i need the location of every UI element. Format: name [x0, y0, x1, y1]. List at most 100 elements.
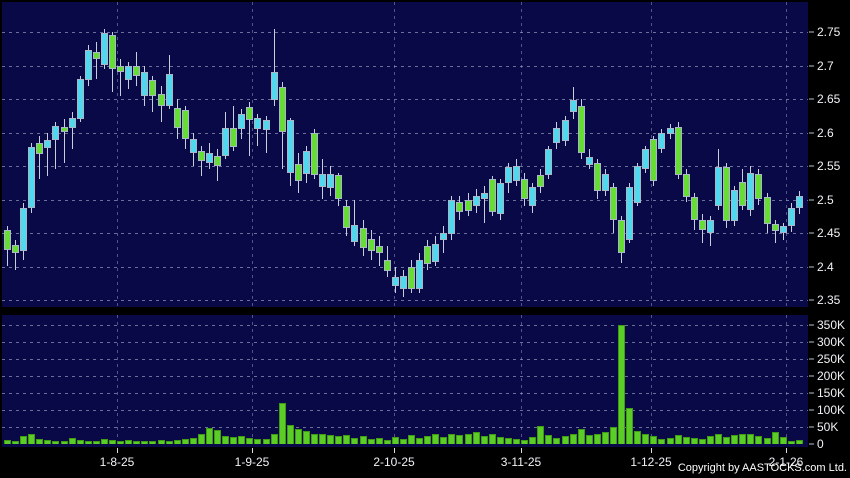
candle [278, 86, 286, 133]
volume-bar [157, 439, 165, 444]
volume-bar [197, 433, 205, 444]
candle [496, 183, 504, 214]
price-axis-tick [809, 266, 814, 267]
price-gridline [2, 166, 808, 167]
price-gridline [2, 266, 808, 268]
candle [165, 73, 173, 106]
month-gridline [252, 2, 253, 307]
volume-bar [626, 408, 634, 444]
candle [440, 233, 448, 240]
volume-tick-label: 350K [817, 317, 846, 332]
candle-wick [265, 115, 267, 153]
candle-wick [39, 135, 41, 180]
candle-wick [15, 239, 17, 270]
volume-bar [682, 437, 690, 444]
month-gridline [521, 315, 522, 447]
volume-bar [335, 436, 343, 444]
volume-bar [92, 441, 100, 444]
volume-bar [278, 403, 286, 444]
copyright-text: Copyright by AASTOCKS.com Ltd. [677, 462, 847, 474]
volume-bar [359, 436, 367, 444]
candle [577, 105, 585, 153]
volume-bar [84, 440, 92, 444]
candle [488, 179, 496, 213]
candle [214, 155, 222, 166]
month-gridline [117, 315, 118, 447]
volume-axis-tick [809, 324, 814, 325]
candle [109, 35, 117, 69]
candle [795, 196, 803, 209]
volume-bar [650, 436, 658, 444]
volume-bar [125, 439, 133, 444]
volume-bar [416, 437, 424, 444]
volume-bar [181, 438, 189, 444]
price-tick-label: 2.75 [817, 25, 841, 39]
volume-bar [424, 436, 432, 444]
candle [230, 127, 238, 148]
volume-bar [739, 433, 747, 444]
volume-bar [20, 436, 28, 444]
volume-bar [601, 432, 609, 444]
x-tick-label: 2-10-25 [373, 455, 415, 469]
month-gridline [521, 2, 522, 307]
candle [424, 246, 432, 264]
x-tick-label: 1-12-25 [630, 455, 672, 469]
candle [117, 65, 125, 73]
candle [262, 120, 270, 131]
volume-bar [109, 439, 117, 444]
candle [311, 132, 319, 176]
candle [375, 246, 383, 254]
volume-bar [480, 436, 488, 444]
x-axis-tick [394, 448, 395, 453]
volume-panel [2, 315, 808, 447]
volume-bar [472, 432, 480, 444]
volume-bar [149, 440, 157, 444]
volume-bar [60, 440, 68, 444]
price-axis-tick [809, 65, 814, 66]
volume-axis-tick [809, 392, 814, 394]
candle [779, 226, 787, 233]
volume-bar [117, 440, 125, 444]
volume-axis-tick [809, 443, 814, 445]
price-axis-tick [809, 232, 814, 234]
volume-bar [286, 425, 294, 444]
volume-bar [521, 439, 529, 444]
candle [359, 228, 367, 249]
candle [755, 174, 763, 200]
candle-wick [443, 226, 445, 254]
candle [28, 146, 36, 208]
candle-wick [273, 28, 275, 106]
candle [561, 120, 569, 142]
month-gridline [786, 315, 787, 447]
candle [133, 65, 141, 77]
volume-bar [690, 437, 698, 444]
volume-bar [383, 439, 391, 444]
volume-bar [706, 436, 714, 444]
volume-bar [723, 437, 731, 444]
volume-bar [262, 438, 270, 444]
candle [44, 139, 52, 148]
volume-gridline [2, 392, 808, 394]
volume-bar [351, 437, 359, 444]
volume-bar [222, 436, 230, 444]
volume-bar [302, 431, 310, 444]
volume-bar [610, 426, 617, 444]
x-axis-tick [252, 448, 253, 453]
candle [690, 197, 698, 220]
candle-wick [120, 58, 122, 96]
volume-gridline [2, 375, 808, 377]
price-tick-label: 2.65 [817, 92, 841, 106]
candle [747, 172, 755, 211]
candle [682, 174, 690, 198]
volume-bar [634, 431, 642, 444]
candle [408, 266, 415, 289]
price-tick-label: 2.5 [817, 192, 834, 207]
volume-bar [408, 435, 415, 444]
volume-tick-label: 200K [817, 368, 846, 383]
volume-bar [206, 428, 213, 444]
volume-bar [642, 434, 650, 444]
candle [416, 259, 424, 290]
volume-bar [674, 435, 682, 444]
candle [504, 166, 512, 184]
